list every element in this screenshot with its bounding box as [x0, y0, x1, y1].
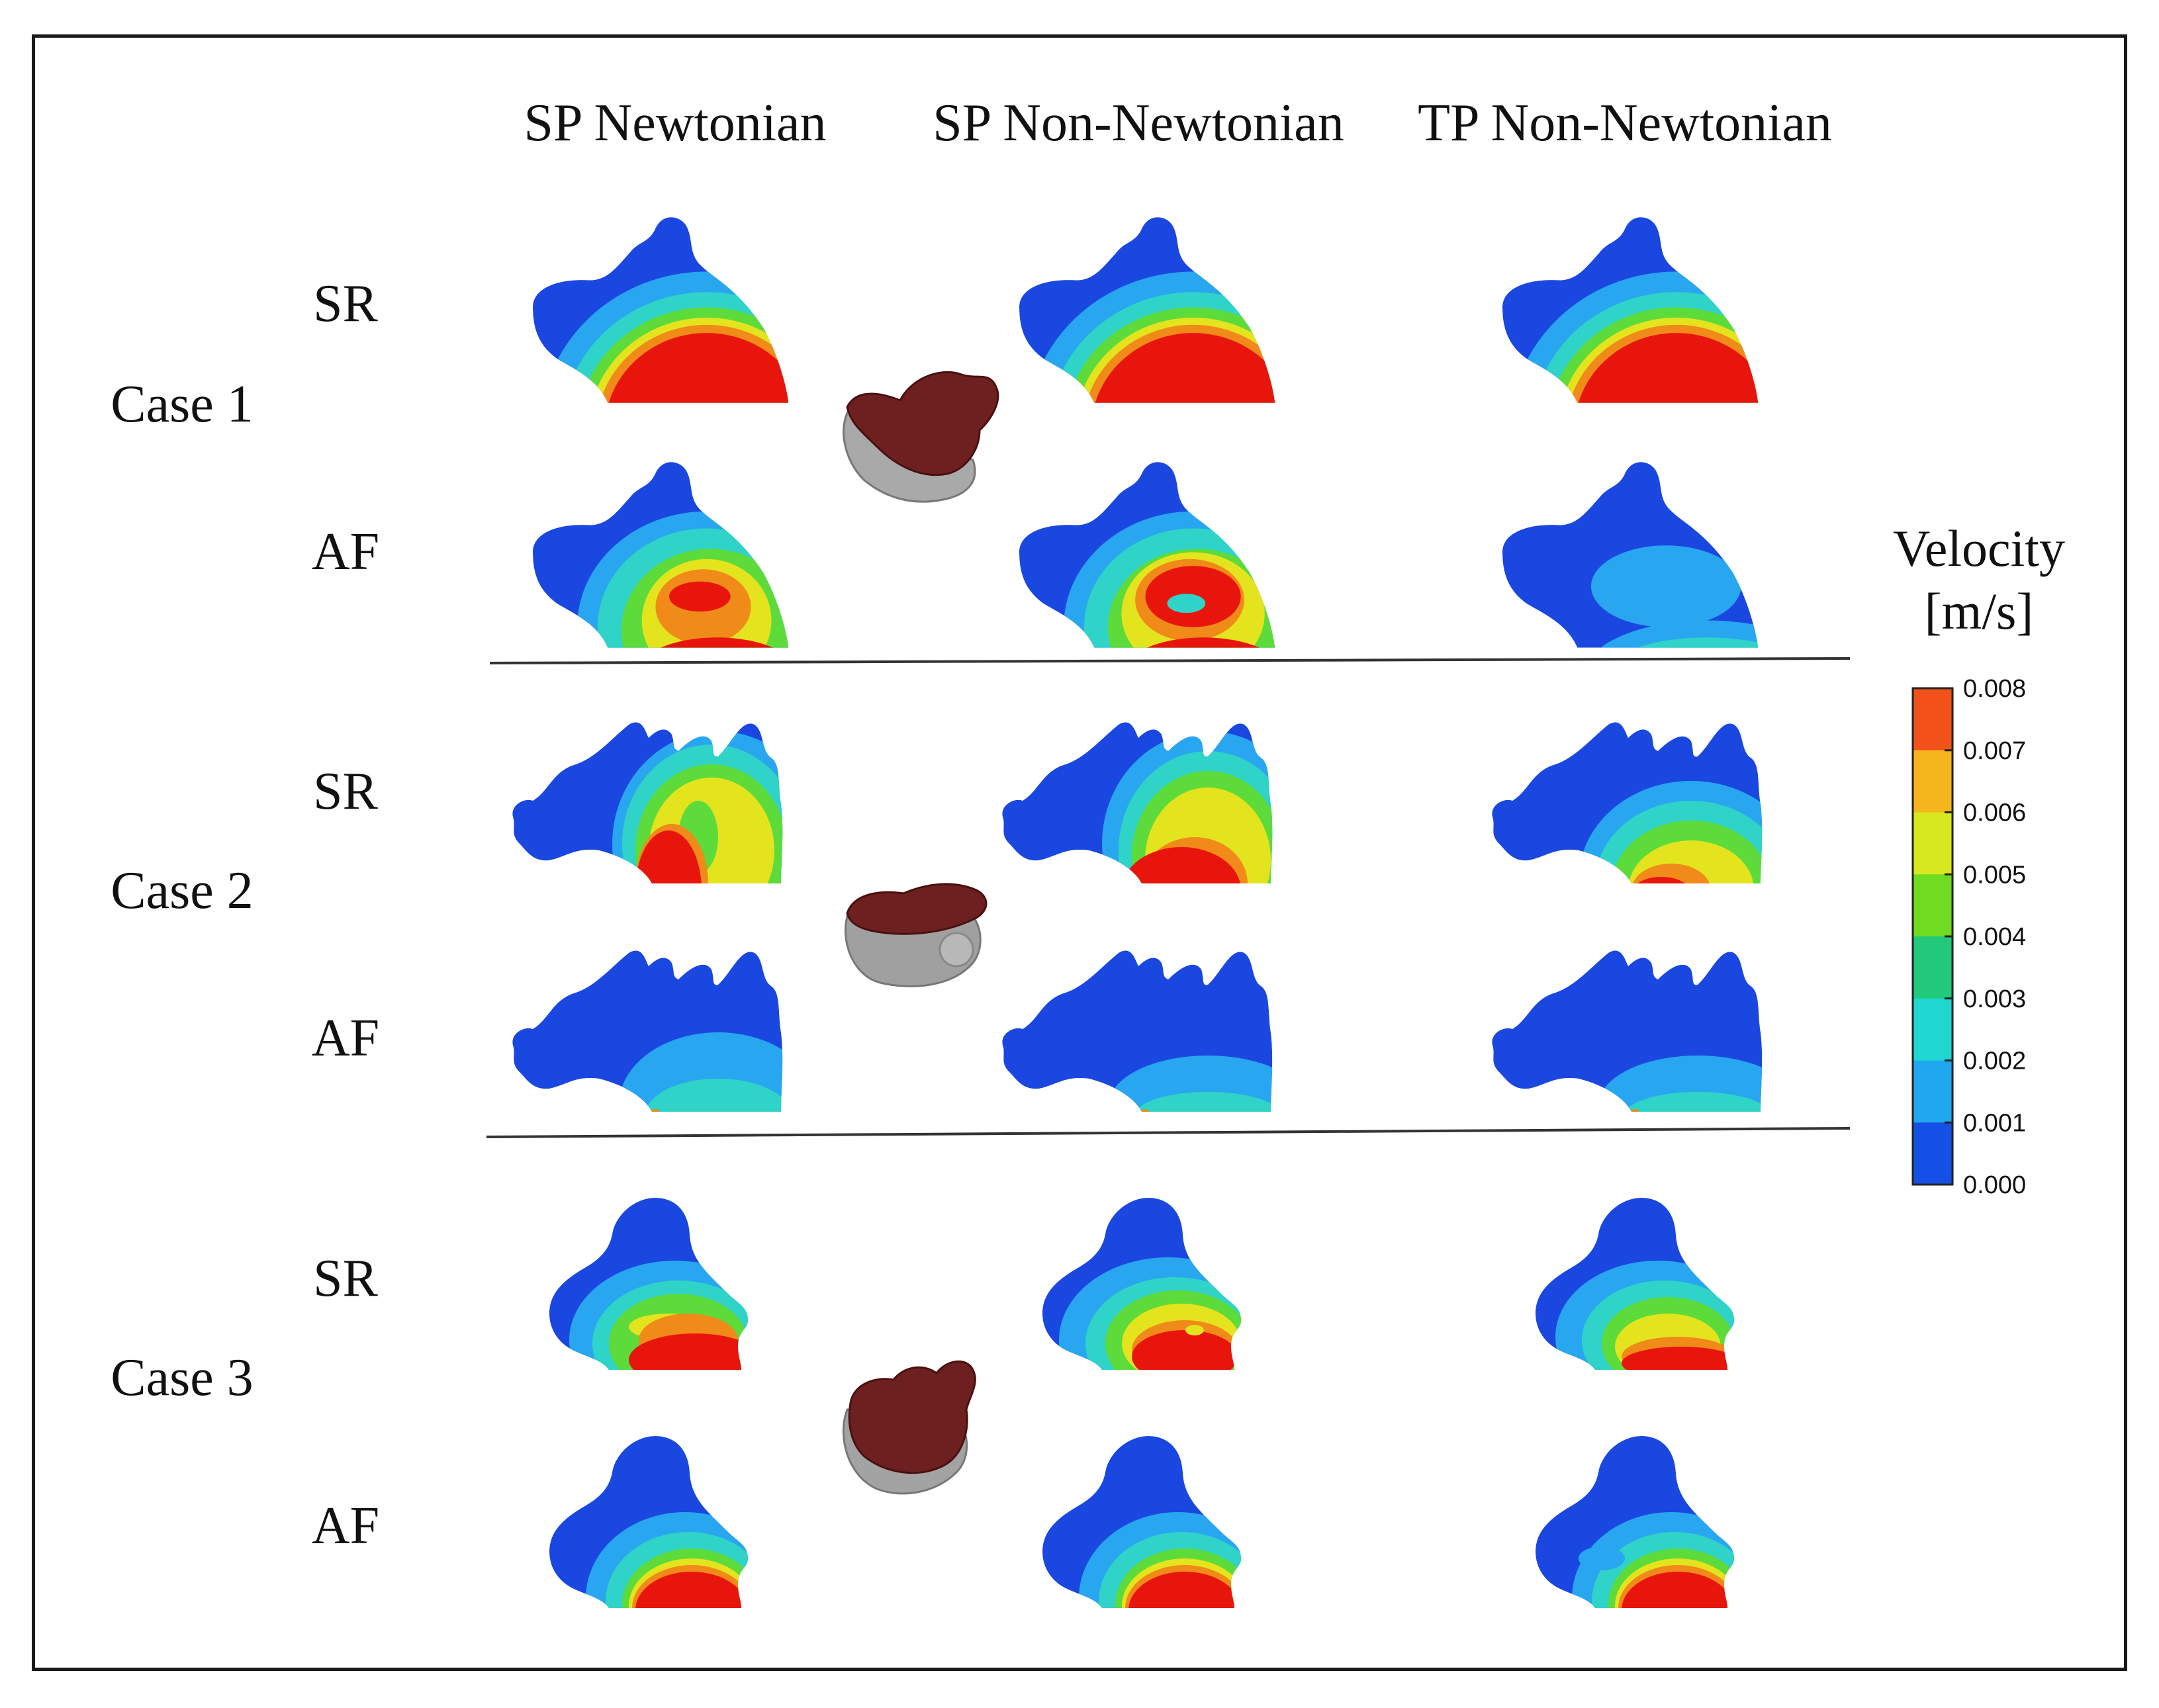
colorbar-title-line1: Velocity [1893, 519, 2065, 577]
case-separator-1 [489, 657, 1851, 664]
colorbar-tick-label: 0.004 [1963, 923, 2026, 951]
contour-case2-sr-col2 [1002, 722, 1273, 883]
contour-region-max [604, 333, 789, 403]
contour-region-mid-low [1584, 620, 1759, 648]
contour-region-max [1631, 877, 1691, 883]
contour-case3-af-col2 [1042, 1436, 1241, 1608]
contour-region-max [1121, 637, 1275, 648]
contour-region-max [1639, 664, 1789, 705]
case-separator-2 [486, 1127, 1851, 1138]
contour-region-high [1628, 1109, 1641, 1112]
contour-region-mid [1135, 1092, 1273, 1112]
la-3d-model-case2 [844, 883, 988, 987]
figure-frame [32, 34, 2127, 1671]
velocity-contour-grid [512, 217, 1796, 1608]
contour-case3-af-col1 [549, 1436, 748, 1608]
contour-region-mid-high [1618, 648, 1796, 709]
column-title-sp-non-newtonian: SP Non-Newtonian [933, 94, 1344, 152]
row-label-case3-sr: SR [313, 1249, 378, 1308]
contour-region-mid [1167, 594, 1206, 613]
contour-region-high [649, 1109, 662, 1112]
contour-region-max [629, 1333, 748, 1370]
contour-case2-af-col1 [512, 950, 783, 1125]
contour-case1-af-col3 [1502, 462, 1796, 709]
contour-region-max [1132, 1330, 1238, 1370]
row-label-case2-af: AF [312, 1009, 379, 1067]
contour-region-max [669, 581, 731, 612]
column-title-tp-non-newtonian: TP Non-Newtonian [1418, 94, 1832, 152]
la-3d-model-case3 [842, 1360, 976, 1495]
colorbar-segment [1913, 936, 1952, 999]
contour-region-max [1574, 333, 1759, 403]
contour-region-mid [1625, 1092, 1763, 1112]
colorbar-segment [1913, 750, 1952, 813]
contour-case3-sr-col1 [549, 1198, 748, 1370]
colorbar-tick-label: 0.003 [1963, 985, 2026, 1013]
contour-case2-sr-col3 [1492, 722, 1763, 883]
contour-case2-sr-col1 [512, 722, 783, 883]
contour-case1-af-col2 [1019, 462, 1275, 648]
contour-case2-af-col3 [1492, 950, 1763, 1125]
contour-region-high-mid [1185, 1325, 1204, 1335]
contour-region-mid [645, 1079, 783, 1112]
contour-region-mid-low [1590, 545, 1741, 627]
colorbar-segment [1913, 1122, 1952, 1185]
colorbar-segment [1913, 874, 1952, 937]
contour-region-mid [1604, 637, 1759, 648]
contour-region-high [1625, 656, 1788, 707]
colorbar: 0.008 0.007 0.006 0.005 0.004 0.003 0.002 0.001… [1911, 675, 2026, 1199]
contour-region-max [635, 1572, 748, 1608]
colorbar-tick-label: 0.006 [1963, 799, 2026, 827]
row-label-case1-sr: SR [313, 275, 378, 333]
colorbar-segment [1913, 688, 1952, 751]
contour-region-max [651, 1114, 659, 1125]
contour-region-max [1622, 1347, 1734, 1370]
case-label-2: Case 2 [111, 862, 253, 920]
colorbar-segment [1913, 998, 1952, 1061]
contour-case3-af-col3 [1536, 1436, 1734, 1608]
row-label-case3-af: AF [312, 1497, 379, 1555]
contour-region-max [635, 637, 789, 648]
column-title-sp-newtonian: SP Newtonian [524, 94, 826, 152]
colorbar-segment [1913, 812, 1952, 875]
row-label-case2-sr: SR [313, 762, 378, 821]
contour-region-high-mid [1628, 840, 1754, 883]
contour-case3-sr-col2 [1042, 1198, 1241, 1370]
contour-case3-sr-col3 [1536, 1198, 1734, 1370]
contour-case2-af-col2 [1002, 950, 1273, 1125]
contour-region-mid-low [1579, 1547, 1625, 1570]
colorbar-segment [1913, 1060, 1952, 1123]
colorbar-tick-label: 0.002 [1963, 1048, 2026, 1075]
contour-region-max [1091, 333, 1275, 403]
contour-region-max [1128, 1572, 1241, 1608]
contour-case1-af-col1 [533, 462, 789, 648]
contour-region-max [1141, 1114, 1149, 1125]
contour-region-high [1631, 864, 1711, 883]
la-3d-model-case1 [843, 371, 999, 503]
colorbar-tick-label: 0.000 [1963, 1171, 2026, 1199]
contour-region-max [635, 831, 702, 883]
colorbar-tick-label: 0.007 [1963, 737, 2026, 765]
case-label-1: Case 1 [111, 375, 253, 433]
colorbar-tick-label: 0.001 [1963, 1109, 2026, 1137]
row-label-case1-af: AF [312, 523, 379, 581]
contour-region-max [1622, 1572, 1734, 1608]
colorbar-title-line2: [m/s] [1925, 582, 2034, 640]
contour-region-max [1631, 1114, 1639, 1125]
case-label-3: Case 3 [111, 1349, 253, 1407]
colorbar-tick-label: 0.008 [1963, 675, 2026, 703]
contour-region-max [1122, 847, 1241, 883]
colorbar-tick-label: 0.005 [1963, 861, 2026, 889]
contour-region-high [1138, 1109, 1152, 1112]
